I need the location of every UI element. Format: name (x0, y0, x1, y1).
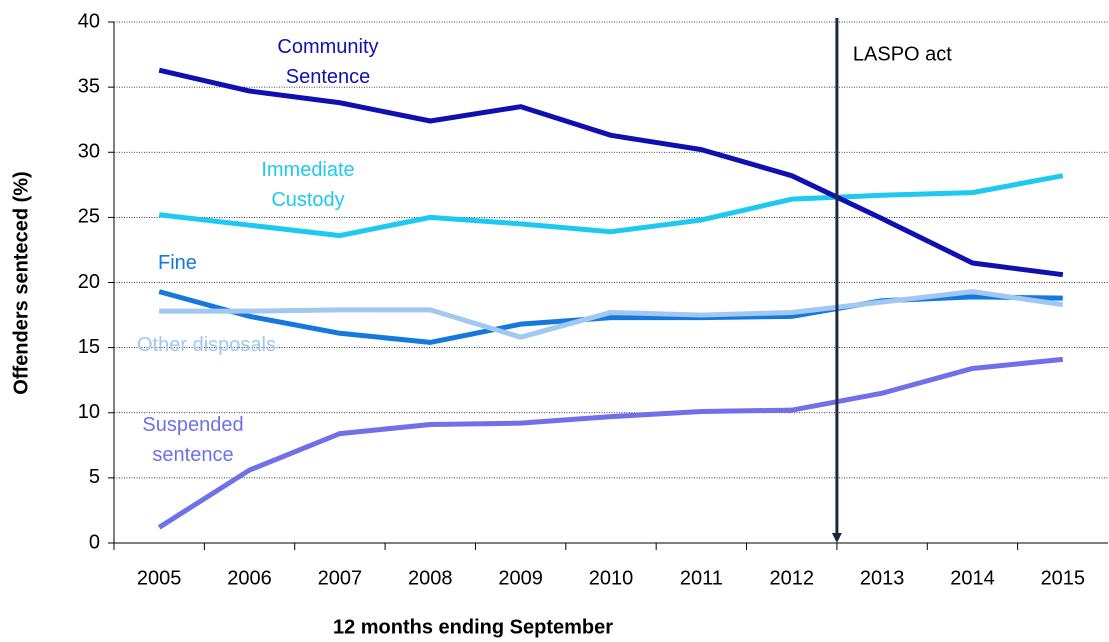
x-tick-label: 2009 (498, 567, 543, 589)
series-line (158, 173, 1064, 239)
series-line (157, 356, 1064, 530)
y-tick-label: 40 (78, 10, 100, 32)
y-tick-label: 10 (78, 401, 100, 423)
series-label: Other disposals (137, 334, 276, 356)
x-tick-label: 2010 (589, 567, 634, 589)
series-line (158, 67, 1064, 278)
y-axis-label: Offenders senteced (%) (10, 171, 32, 394)
series-label: Suspended sentence (142, 414, 244, 466)
y-tick-label: 35 (78, 75, 100, 97)
series-label: Immediate Custody (261, 159, 355, 211)
y-tick-label: 30 (78, 141, 100, 163)
x-tick-label: 2008 (408, 567, 453, 589)
y-tick-label: 0 (89, 531, 100, 553)
series-label: Community Sentence (277, 36, 379, 88)
series-label: Fine (158, 252, 197, 274)
y-tick-label: 5 (89, 466, 100, 488)
x-tick-label: 2011 (680, 567, 723, 589)
y-tick-label: 25 (78, 206, 100, 228)
annotation-text: LASPO act (853, 43, 952, 65)
series-line (159, 289, 1064, 340)
x-tick-label: 2007 (318, 567, 363, 589)
x-tick-label: 2013 (860, 567, 905, 589)
x-tick-label: 2005 (137, 567, 182, 589)
y-tick-label: 15 (78, 336, 100, 358)
y-tick-label: 20 (78, 271, 100, 293)
annotation-arrow (831, 533, 842, 543)
x-tick-label: 2015 (1041, 567, 1086, 589)
x-tick-label: 2014 (950, 567, 995, 589)
x-tick-label: 2006 (227, 567, 272, 589)
x-tick-label: 2012 (769, 567, 814, 589)
x-axis-label: 12 months ending September (333, 616, 613, 638)
